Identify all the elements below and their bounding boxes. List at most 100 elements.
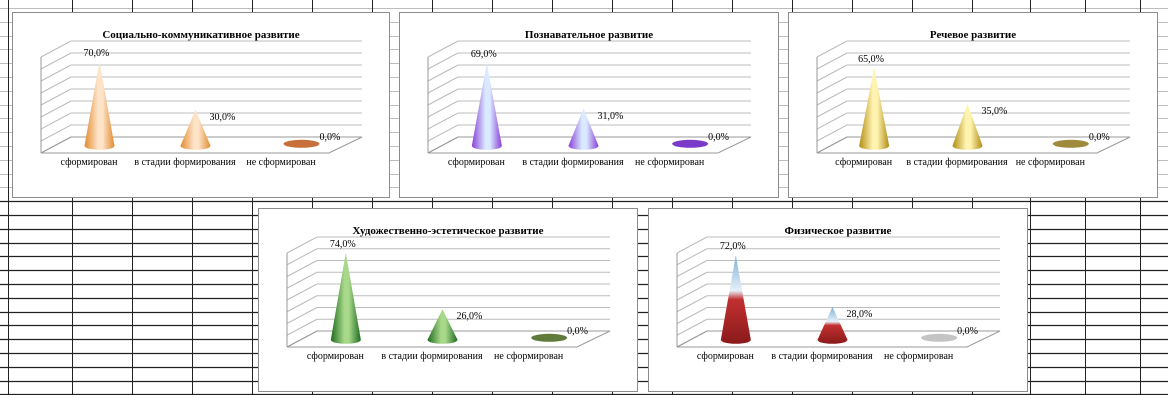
gridline — [427, 40, 459, 58]
bar-cone — [330, 252, 361, 344]
bar-cone — [952, 103, 983, 150]
bar-cone — [817, 306, 848, 344]
chart-svg — [40, 40, 363, 154]
gridline — [40, 40, 72, 58]
chart-physical[interactable]: 72,0% сформирован 28,0% в стадии формирован… — [648, 208, 1028, 392]
gridline — [40, 112, 72, 130]
category-label: сформирован — [306, 351, 364, 362]
category-label: сформирован — [60, 157, 118, 168]
bar-cone-flat — [1052, 139, 1089, 148]
gridline — [816, 88, 848, 106]
gridline — [427, 100, 459, 118]
bar-cone-flat — [672, 139, 709, 148]
gridline — [427, 52, 459, 70]
gridline — [427, 76, 459, 94]
value-label: 26,0% — [456, 311, 483, 323]
value-label: 72,0% — [719, 241, 746, 253]
category-label: в стадии формирования — [522, 157, 624, 168]
value-label: 65,0% — [858, 53, 884, 65]
chart-title: Речевое развитие — [929, 29, 1017, 41]
chart-title: Художественно-эстетическое развитие — [352, 225, 544, 237]
gridline — [816, 112, 848, 130]
gridline — [286, 236, 318, 254]
gridline — [40, 76, 72, 94]
value-label: 28,0% — [846, 308, 873, 320]
gridline — [676, 236, 708, 254]
value-label: 0,0% — [957, 325, 978, 337]
bar-cone — [720, 255, 751, 344]
gridline — [816, 76, 848, 94]
category-label: не сформирован — [884, 351, 954, 362]
chart-floor — [676, 330, 1001, 348]
gridline — [286, 260, 318, 277]
gridline — [676, 295, 708, 313]
chart-cognitive[interactable]: 69,0% сформирован 31,0% в стадии формирован… — [399, 12, 779, 198]
category-label: сформирован — [696, 351, 754, 362]
category-label: не сформирован — [635, 157, 705, 168]
gridline — [676, 318, 708, 336]
chart-floor — [816, 136, 1131, 154]
category-label: в стадии формирования — [771, 351, 873, 362]
gridline — [427, 88, 459, 106]
gridline — [676, 271, 708, 289]
value-label: 70,0% — [83, 47, 110, 59]
bar-cone — [84, 61, 115, 150]
value-label: 0,0% — [1088, 131, 1110, 143]
value-label: 31,0% — [597, 110, 624, 122]
category-label: в стадии формирования — [134, 157, 236, 168]
gridline — [427, 112, 459, 130]
category-label: в стадии формирования — [381, 351, 483, 362]
bar-cone-flat — [531, 333, 568, 342]
bar-cone — [427, 309, 458, 344]
bar-cone — [859, 67, 890, 150]
bar-cone — [568, 108, 599, 150]
gridline — [40, 88, 72, 106]
chart-svg — [427, 40, 752, 154]
value-label: 35,0% — [981, 105, 1008, 117]
chart-speech[interactable]: 65,0% сформирован 35,0% в стадии формирован… — [788, 12, 1158, 198]
chart-svg — [676, 236, 1001, 348]
category-label: не сформирован — [494, 351, 564, 362]
gridline — [40, 64, 72, 82]
category-label: не сформирован — [246, 157, 316, 168]
category-label: в стадии формирования — [906, 157, 1008, 168]
chart-title: Физическое развитие — [784, 225, 892, 237]
gridline — [40, 100, 72, 118]
gridline — [676, 307, 708, 324]
chart-title: Познавательное развитие — [524, 29, 654, 41]
bar-cone — [471, 63, 502, 150]
chart-artistic-aesthetic[interactable]: 74,0% сформирован 26,0% в стадии формирован… — [258, 208, 638, 392]
gridline — [286, 295, 318, 313]
value-label: 0,0% — [567, 325, 588, 337]
category-label: не сформирован — [1015, 157, 1085, 168]
gridline — [427, 124, 459, 142]
value-label: 30,0% — [209, 111, 236, 123]
bar-cone — [180, 109, 211, 150]
bar-cone-flat — [283, 139, 320, 148]
gridline — [676, 248, 708, 266]
gridline — [676, 260, 708, 277]
gridline — [816, 124, 848, 142]
gridline — [40, 124, 72, 142]
category-label: сформирован — [835, 157, 893, 168]
value-label: 0,0% — [708, 131, 729, 143]
gridline — [286, 283, 318, 301]
chart-floor — [427, 136, 752, 154]
gridline — [40, 52, 72, 70]
gridline — [816, 64, 848, 82]
gridline — [427, 64, 459, 82]
value-label: 0,0% — [319, 131, 341, 143]
chart-svg — [816, 40, 1131, 154]
gridline — [816, 40, 848, 58]
gridline — [286, 318, 318, 336]
value-label: 74,0% — [329, 238, 356, 250]
gridline — [286, 248, 318, 266]
chart-title: Социально-коммуникативное развитие — [102, 29, 300, 41]
gridline — [816, 100, 848, 118]
chart-floor — [286, 330, 611, 348]
chart-social-communicative[interactable]: 70,0% сформирован 30,0% в стадии формирован… — [12, 12, 390, 198]
value-label: 69,0% — [470, 49, 497, 60]
category-label: сформирован — [447, 157, 505, 168]
bar-cone-flat — [921, 333, 958, 342]
chart-svg — [286, 236, 611, 348]
